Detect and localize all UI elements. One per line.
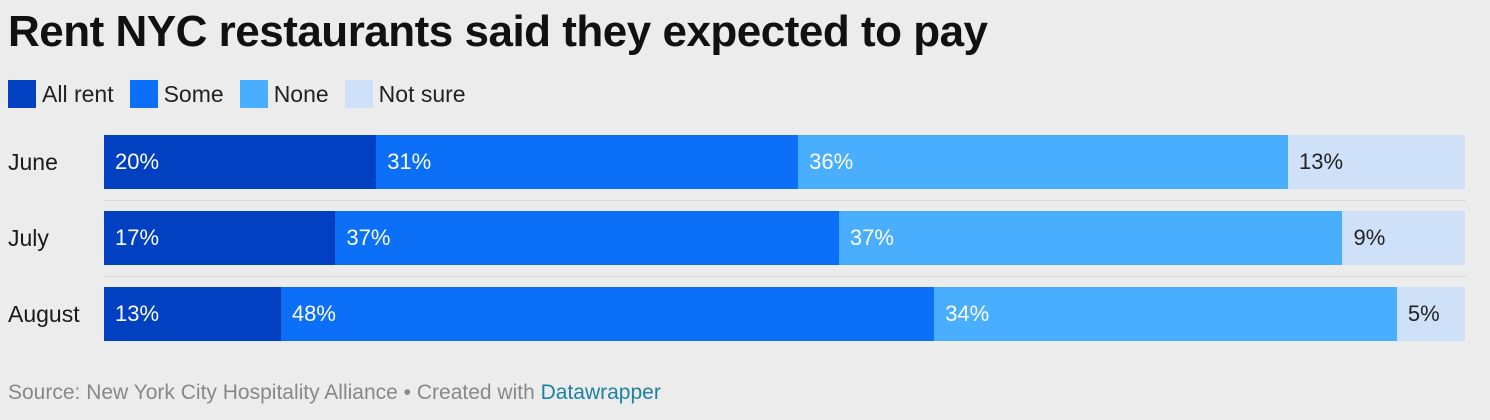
legend-swatch <box>344 80 373 108</box>
data-label: 31% <box>387 149 432 174</box>
data-label: 17% <box>115 225 160 250</box>
legend-item: All rent <box>8 80 114 108</box>
row-label: July <box>8 225 49 251</box>
bar-segment: 17% <box>104 211 336 265</box>
legend-swatch <box>8 80 36 108</box>
data-label: 13% <box>115 301 160 326</box>
legend: All rent Some None Not sure <box>8 80 482 108</box>
bar-segment: 37% <box>838 211 1343 265</box>
data-label: 13% <box>1299 149 1344 174</box>
bar-segment: 20% <box>104 135 377 189</box>
datawrapper-link[interactable]: Datawrapper <box>540 381 661 404</box>
bar-segment: 9% <box>1342 211 1465 265</box>
legend-label: Some <box>163 80 224 107</box>
chart-title: Rent NYC restaurants said they expected … <box>8 7 988 56</box>
bar-segment: 31% <box>376 135 799 189</box>
source-footer: Source: New York City Hospitality Allian… <box>8 381 661 405</box>
data-label: 20% <box>115 149 160 174</box>
bar-segment: 13% <box>104 287 281 341</box>
legend-swatch <box>239 80 268 108</box>
bar-segment: 48% <box>280 287 935 341</box>
legend-swatch <box>129 80 158 108</box>
data-label: 5% <box>1407 301 1440 326</box>
data-label: 48% <box>291 301 336 326</box>
bar-segment: 13% <box>1288 135 1465 189</box>
row-divider <box>104 276 1465 277</box>
data-label: 34% <box>945 301 990 326</box>
bar-row: 20% 31% 36% 13% <box>104 135 1465 189</box>
legend-label: None <box>273 80 329 107</box>
source-text: Source: New York City Hospitality Allian… <box>8 381 541 404</box>
data-label: 37% <box>346 225 391 250</box>
legend-item: Not sure <box>344 80 466 108</box>
row-label: August <box>8 301 80 327</box>
data-label: 37% <box>849 225 894 250</box>
bar-segment: 34% <box>934 287 1397 341</box>
data-label: 36% <box>809 149 854 174</box>
legend-label: Not sure <box>378 80 466 107</box>
row-label: June <box>8 149 58 175</box>
legend-label: All rent <box>42 80 114 107</box>
bar-row: 17% 37% 37% 9% <box>104 211 1465 265</box>
legend-item: Some <box>129 80 224 108</box>
data-label: 9% <box>1353 225 1386 250</box>
bar-segment: 37% <box>335 211 839 265</box>
row-divider <box>104 200 1465 201</box>
legend-item: None <box>239 80 329 108</box>
bar-row: 13% 48% 34% 5% <box>104 287 1465 341</box>
bar-segment: 5% <box>1396 287 1465 341</box>
bar-segment: 36% <box>798 135 1289 189</box>
